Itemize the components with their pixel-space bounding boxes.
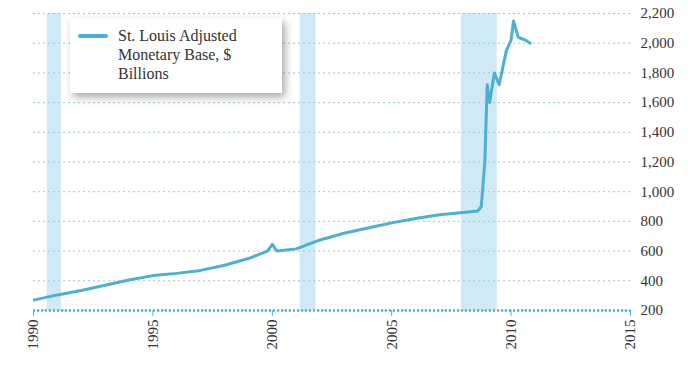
svg-text:1995: 1995 (145, 320, 161, 350)
svg-text:1,000: 1,000 (641, 184, 675, 200)
svg-text:2005: 2005 (384, 320, 400, 350)
svg-text:2,000: 2,000 (641, 35, 675, 51)
svg-text:2015: 2015 (622, 320, 638, 350)
svg-text:1,400: 1,400 (641, 124, 675, 140)
svg-text:2010: 2010 (503, 320, 519, 350)
svg-text:1,800: 1,800 (641, 65, 675, 81)
svg-text:400: 400 (641, 273, 664, 289)
svg-text:1,200: 1,200 (641, 154, 675, 170)
svg-text:800: 800 (641, 213, 664, 229)
svg-text:1,600: 1,600 (641, 94, 675, 110)
svg-text:200: 200 (641, 302, 664, 318)
svg-text:600: 600 (641, 243, 664, 259)
svg-text:1990: 1990 (25, 320, 41, 350)
svg-text:2,200: 2,200 (641, 5, 675, 21)
svg-text:2000: 2000 (264, 320, 280, 350)
html-text:St. Louis Adjusted Monetary Ba: St. Louis Adjusted Monetary Base, $ Bill… (118, 27, 237, 82)
